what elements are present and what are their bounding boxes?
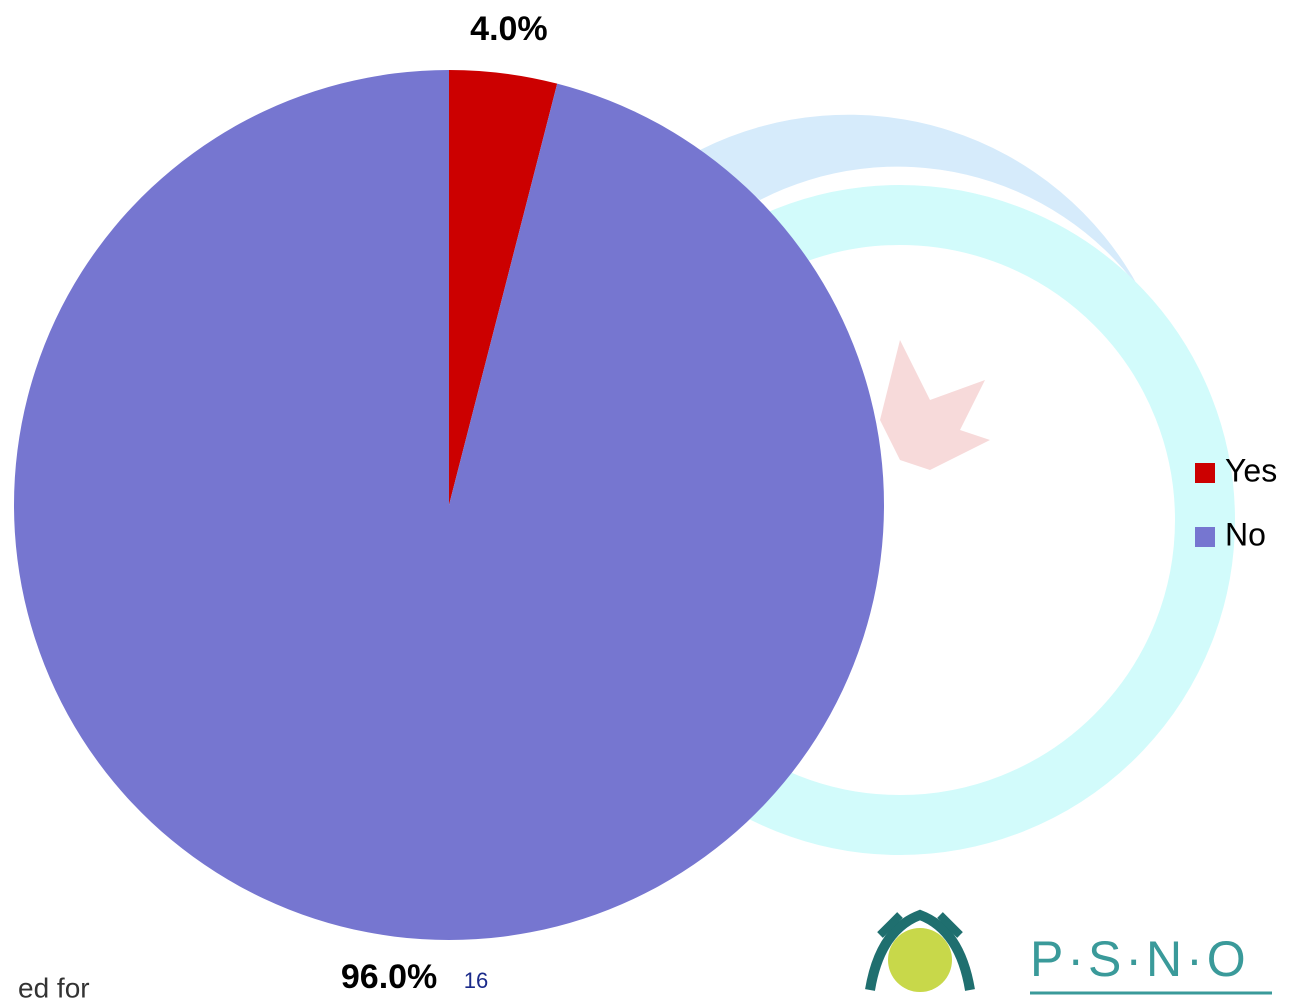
- page-number: 16: [464, 968, 488, 993]
- legend-label: Yes: [1225, 452, 1277, 488]
- legend: Yes No: [1195, 452, 1277, 552]
- logo: P·S·N·O: [865, 909, 1272, 995]
- legend-label: No: [1225, 516, 1266, 552]
- pie: 4.0% 96.0%: [13, 10, 885, 996]
- cut-note: ed for: [18, 972, 90, 1001]
- data-label: 4.0%: [470, 10, 548, 48]
- pie-slice: [13, 70, 885, 941]
- logo-text: P·S·N·O: [1030, 931, 1250, 987]
- data-label: 96.0%: [341, 958, 437, 996]
- pie-slice: [449, 70, 558, 505]
- legend-swatch: [1195, 527, 1215, 547]
- legend-swatch: [1195, 463, 1215, 483]
